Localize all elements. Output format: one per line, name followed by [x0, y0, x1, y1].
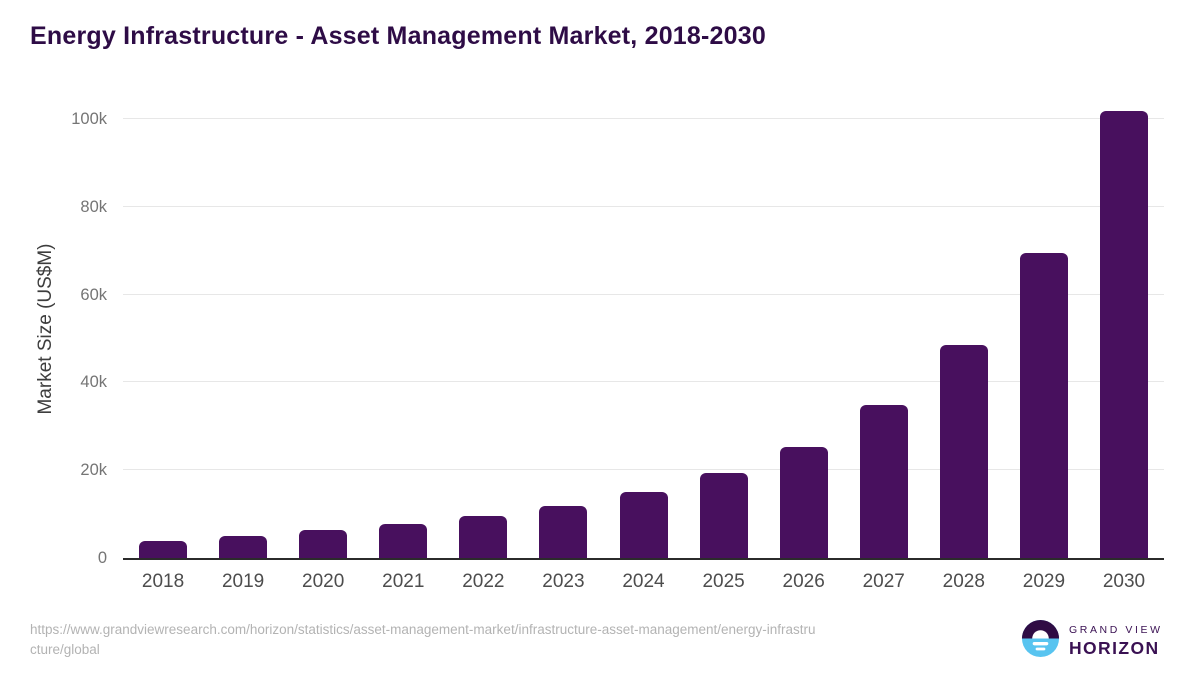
bar-2022[interactable]: [459, 516, 508, 558]
bar-2027[interactable]: [859, 405, 908, 558]
y-tick-label-100k: 100k: [71, 109, 107, 128]
source-url-line-1: https://www.grandviewresearch.com/horizo…: [30, 622, 816, 637]
x-tick-label-2021: 2021: [382, 571, 425, 592]
x-tick-label-2030: 2030: [1102, 571, 1146, 592]
bar-cell-2029: [1004, 253, 1084, 558]
x-axis-line: [123, 558, 1164, 560]
bar-cell-2021: [363, 524, 443, 558]
bar-2018[interactable]: [139, 540, 188, 558]
bar-2029[interactable]: [1019, 253, 1068, 558]
gridline-80k: [123, 205, 1164, 207]
x-tick-label-2019: 2019: [221, 571, 265, 592]
bar-cell-2022: [443, 516, 523, 558]
y-tick-label-80k: 80k: [80, 197, 107, 216]
y-tick-label-20k: 20k: [80, 461, 107, 480]
x-tick-label-2022: 2022: [462, 571, 505, 592]
bar-2021[interactable]: [379, 524, 428, 558]
x-tick-label-2018: 2018: [141, 571, 185, 592]
y-tick-label-60k: 60k: [80, 285, 107, 304]
bar-cell-2030: [1084, 110, 1164, 558]
bar-cell-2019: [203, 536, 283, 558]
x-tick-label-2024: 2024: [622, 571, 665, 592]
x-axis-labels: 2018 2019 2020 2021 2022 2023 2024 2025 2026 2027…: [123, 571, 1164, 593]
bar-2023[interactable]: [539, 506, 588, 558]
gridline-60k: [123, 293, 1164, 295]
x-tick-label-2023: 2023: [542, 571, 585, 592]
logo-brand-line2: HORIZON: [1069, 637, 1160, 658]
x-tick-label-2028: 2028: [942, 571, 985, 592]
horizon-logo-icon: [1021, 619, 1060, 663]
y-tick-label-0: 0: [97, 549, 107, 567]
gridline-20k: [123, 469, 1164, 471]
bar-cell-2025: [684, 472, 764, 558]
gridline-100k: [123, 117, 1164, 119]
x-tick-label-2029: 2029: [1022, 571, 1066, 592]
chart-title: Energy Infrastructure - Asset Management…: [30, 22, 766, 50]
bar-cell-2024: [603, 492, 683, 558]
x-tick-label-2027: 2027: [862, 571, 905, 592]
logo-wordmark: GRAND VIEW HORIZON: [1069, 624, 1163, 659]
grand-view-horizon-logo: GRAND VIEW HORIZON: [1021, 619, 1163, 663]
bar-cell-2023: [523, 506, 603, 558]
bar-cell-2027: [844, 405, 924, 558]
x-tick-label-2026: 2026: [782, 571, 825, 592]
bar-cell-2018: [123, 540, 203, 558]
bar-cell-2026: [764, 446, 844, 558]
bar-2020[interactable]: [299, 530, 348, 558]
x-tick-label-2025: 2025: [702, 571, 745, 592]
bar-2019[interactable]: [219, 536, 268, 558]
bar-2025[interactable]: [699, 472, 748, 558]
x-tick-label-2020: 2020: [302, 571, 345, 592]
bar-2026[interactable]: [779, 446, 828, 558]
y-tick-label-40k: 40k: [80, 373, 107, 392]
bars-group: [123, 100, 1164, 558]
bar-cell-2020: [283, 530, 363, 558]
bar-2024[interactable]: [619, 492, 668, 558]
gridline-40k: [123, 381, 1164, 383]
bar-2030[interactable]: [1099, 110, 1148, 558]
source-url: https://www.grandviewresearch.com/horizo…: [30, 620, 816, 660]
logo-brand-line1: GRAND VIEW: [1069, 623, 1163, 636]
plot-area: 0 20k 40k 60k 80k 100k: [71, 100, 1164, 567]
bar-cell-2028: [924, 345, 1004, 558]
bar-2028[interactable]: [939, 345, 988, 558]
source-url-line-2: cture/global: [30, 642, 100, 657]
